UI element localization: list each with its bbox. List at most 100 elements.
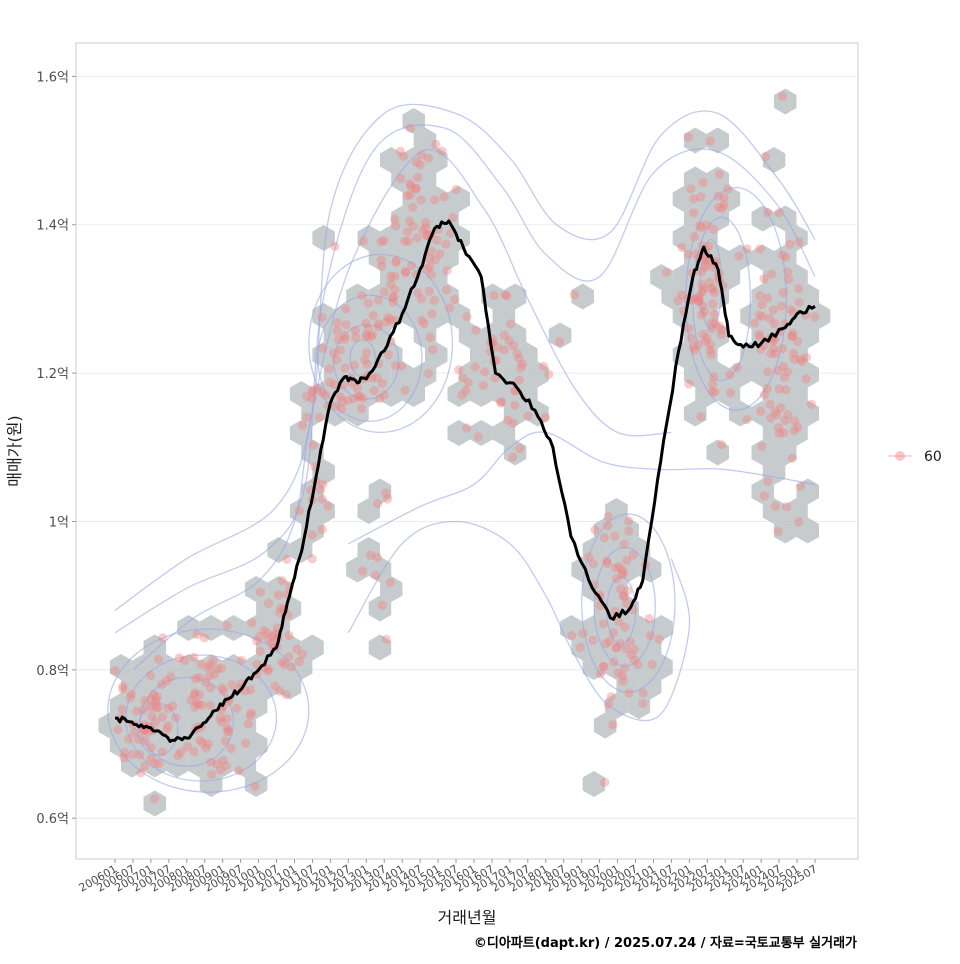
hexbin-cell — [177, 693, 200, 719]
hexbin-cell — [729, 400, 752, 427]
scatter-point — [362, 348, 372, 358]
scatter-point — [502, 291, 512, 301]
scatter-point — [777, 250, 788, 260]
hexbin-cell — [109, 732, 133, 758]
scatter-point — [431, 139, 441, 149]
scatter-point — [146, 694, 156, 705]
scatter-point — [707, 387, 717, 397]
hexbin-cell — [729, 244, 752, 271]
scatter-point — [390, 214, 400, 224]
scatter-point — [713, 202, 724, 212]
scatter-point — [428, 344, 438, 355]
scatter-point — [388, 292, 398, 302]
scatter-point — [267, 638, 277, 648]
scatter-point — [195, 735, 205, 745]
scatter-point — [698, 177, 708, 188]
scatter-point — [598, 662, 609, 672]
scatter-point — [421, 218, 431, 228]
hexbin-cell — [380, 147, 403, 173]
hexbin-cell — [132, 732, 155, 758]
scatter-point — [281, 690, 291, 700]
scatter-point — [205, 660, 215, 670]
scatter-point — [400, 267, 411, 277]
scatter-point — [606, 692, 616, 702]
scatter-point — [773, 366, 783, 376]
scatter-point — [757, 312, 768, 322]
scatter-point — [391, 360, 401, 371]
scatter-point — [693, 339, 704, 350]
scatter-point — [405, 179, 415, 189]
scatter-point — [224, 726, 234, 736]
hexbin-cell — [627, 654, 651, 680]
scatter-point — [795, 354, 806, 364]
hexbin-cell — [211, 751, 234, 778]
hexbin-cell — [672, 186, 696, 212]
scatter-point — [778, 361, 788, 371]
scatter-point — [781, 252, 791, 262]
scatter-point — [110, 665, 120, 676]
scatter-point — [195, 690, 205, 700]
scatter-point — [212, 759, 222, 769]
y-tick-label: 1.2억 — [36, 367, 69, 382]
scatter-point — [315, 485, 325, 495]
y-tick-label: 0.8억 — [36, 664, 69, 679]
hexbin-cell — [267, 537, 290, 563]
hexbin-cell — [503, 439, 527, 466]
scatter-point — [424, 262, 435, 272]
scatter-point — [704, 241, 714, 251]
scatter-point — [194, 700, 204, 710]
scatter-point — [471, 325, 481, 335]
scatter-point — [723, 184, 733, 194]
scatter-point — [626, 650, 636, 660]
hexbin-cell — [436, 283, 459, 310]
hexbin-cell — [312, 498, 335, 524]
scatter-point — [259, 625, 269, 636]
scatter-point — [226, 743, 236, 754]
scatter-point — [314, 412, 325, 422]
scatter-point — [123, 734, 134, 744]
scatter-point — [742, 415, 752, 425]
scatter-point — [782, 367, 793, 377]
scatter-point — [615, 638, 625, 648]
scatter-point — [714, 169, 724, 179]
scatter-point — [421, 223, 431, 233]
hexbin-cell — [785, 264, 808, 290]
scatter-point — [276, 603, 286, 613]
hexbin-cell — [470, 420, 493, 446]
scatter-point — [696, 223, 707, 233]
scatter-point — [383, 350, 394, 360]
scatter-point — [189, 747, 199, 757]
scatter-point — [697, 280, 707, 290]
scatter-point — [677, 290, 687, 300]
hexbin-cell — [470, 342, 493, 368]
hexbin-cell — [515, 342, 538, 368]
scatter-point — [539, 361, 549, 371]
scatter-point — [333, 335, 344, 345]
scatter-point — [206, 769, 217, 779]
scatter-point — [368, 310, 378, 321]
hexbin-cell — [492, 381, 516, 407]
scatter-point — [430, 255, 440, 265]
scatter-point — [515, 443, 525, 454]
scatter-point — [461, 385, 471, 396]
scatter-point — [790, 426, 800, 436]
hexbin-cell — [267, 576, 290, 602]
scatter-point — [683, 249, 694, 259]
scatter-point — [390, 272, 400, 282]
scatter-point — [621, 644, 631, 654]
scatter-point — [432, 235, 442, 245]
scatter-point — [787, 453, 797, 463]
scatter-point — [150, 758, 160, 768]
hexbin-cell — [413, 322, 437, 349]
scatter-point — [232, 703, 242, 713]
hexbin-cell — [582, 771, 606, 797]
scatter-point — [197, 700, 207, 710]
hexbin-cell — [683, 127, 707, 154]
scatter-point — [430, 195, 440, 205]
scatter-point — [268, 632, 278, 642]
scatter-point — [777, 91, 788, 101]
scatter-point — [341, 304, 351, 314]
scatter-point — [218, 686, 228, 696]
scatter-point — [697, 310, 707, 320]
hexbin-cell — [357, 303, 380, 329]
